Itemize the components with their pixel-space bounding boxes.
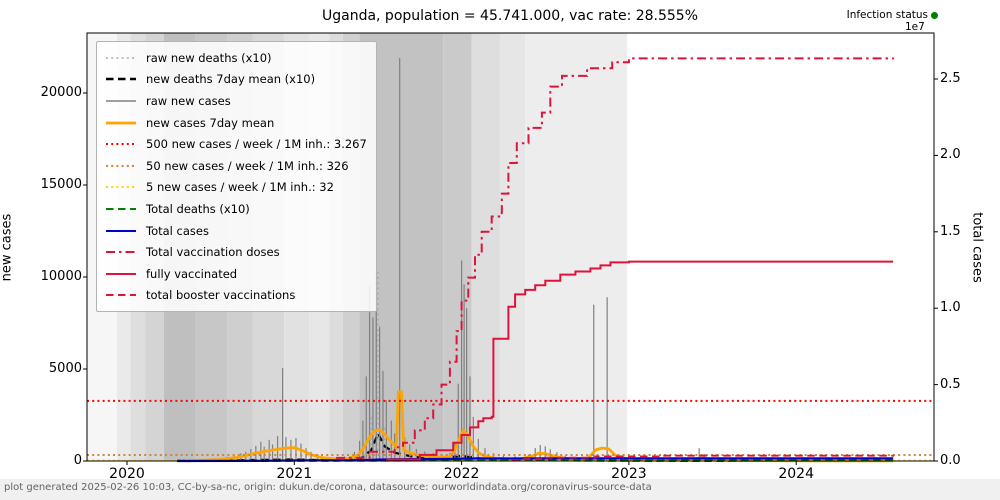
left-tick-label: 10000	[40, 269, 82, 284]
legend-item-label: raw new deaths (x10)	[146, 50, 272, 65]
status-band	[525, 33, 628, 461]
legend-item-label: Total deaths (x10)	[146, 201, 250, 216]
legend-line-sample-icon	[106, 164, 136, 167]
status-band	[443, 33, 472, 461]
right-tick-label: 2.0	[940, 147, 961, 163]
status-band	[471, 33, 501, 461]
infection-status-label: Infection status	[846, 9, 928, 21]
legend-line-sample-icon	[106, 78, 136, 81]
infection-status-dot-icon	[931, 11, 938, 19]
right-axis-multiplier: 1e7	[905, 21, 925, 33]
right-tick-label: 2.5	[940, 71, 961, 86]
x-tick-label: 2022	[443, 466, 480, 482]
chart-title: Uganda, population = 45.741.000, vac rat…	[321, 8, 699, 24]
right-tick-label: 0.5	[940, 376, 961, 392]
series-total-booster	[511, 454, 895, 462]
footer-credit-text: plot generated 2025-02-26 10:03, CC-by-s…	[4, 482, 652, 493]
legend-item-label: Total cases	[146, 223, 209, 238]
legend-item-label: new deaths 7day mean (x10)	[146, 72, 316, 87]
legend-item: new deaths 7day mean (x10)	[105, 69, 367, 91]
legend-line-sample-icon	[106, 56, 136, 59]
x-tick-label: 2021	[276, 466, 313, 482]
left-tick-label: 0	[73, 453, 82, 468]
legend-item: Total cases	[105, 220, 367, 242]
right-tick-label: 0.0	[940, 453, 961, 468]
legend-item: Total vaccination doses	[105, 241, 367, 263]
infection-status-indicator: Infection status	[847, 9, 938, 21]
legend: raw new deaths (x10) new deaths 7day mean…	[96, 41, 377, 313]
legend-line-sample-icon	[106, 229, 136, 232]
legend-item: fully vaccinated	[105, 263, 367, 285]
legend-line-sample-icon	[106, 186, 136, 189]
legend-item-label: 5 new cases / week / 1M inh.: 32	[146, 180, 334, 195]
legend-line-sample-icon	[106, 121, 136, 124]
legend-line-sample-icon	[106, 207, 136, 210]
legend-item: raw new cases	[105, 90, 367, 112]
legend-item: 50 new cases / week / 1M inh.: 326	[105, 155, 367, 177]
plot-border	[86, 32, 935, 462]
x-tick-label: 2023	[611, 466, 647, 482]
legend-item-label: fully vaccinated	[146, 266, 238, 281]
legend-line-sample-icon	[106, 272, 136, 275]
footer-bar: plot generated 2025-02-26 10:03, CC-by-s…	[0, 479, 1000, 500]
legend-item: new cases 7day mean	[105, 112, 367, 134]
left-axis-label: new cases	[0, 213, 15, 282]
x-tick-label: 2024	[778, 466, 815, 482]
legend-item-label: 50 new cases / week / 1M inh.: 326	[146, 158, 349, 173]
right-tick-label: 1.0	[940, 300, 961, 316]
series-total-deaths	[177, 459, 894, 462]
right-tick-label: 1.5	[940, 223, 961, 239]
legend-item-label: raw new cases	[146, 93, 231, 108]
legend-line-sample-icon	[106, 100, 136, 102]
legend-item: total booster vaccinations	[105, 285, 367, 307]
x-tick-label: 2020	[109, 466, 145, 482]
left-tick-label: 5000	[48, 361, 82, 376]
series-fully-vaccinated	[386, 260, 894, 461]
series-new-cases-mean	[185, 390, 894, 463]
legend-item: 5 new cases / week / 1M inh.: 32	[105, 177, 367, 199]
status-band	[500, 33, 526, 461]
legend-item: Total deaths (x10)	[105, 198, 367, 220]
status-band	[627, 33, 934, 461]
legend-item-label: new cases 7day mean	[146, 115, 275, 130]
legend-item-label: Total vaccination doses	[146, 245, 280, 260]
legend-item: 500 new cases / week / 1M inh.: 3.267	[105, 133, 367, 155]
left-tick-label: 20000	[40, 85, 82, 100]
legend-item: raw new deaths (x10)	[105, 47, 367, 69]
legend-line-sample-icon	[106, 143, 136, 146]
legend-item-label: total booster vaccinations	[146, 288, 296, 303]
right-axis-label: total cases	[969, 212, 985, 283]
legend-item-label: 500 new cases / week / 1M inh.: 3.267	[146, 137, 367, 152]
left-tick-label: 15000	[40, 177, 82, 192]
legend-line-sample-icon	[106, 294, 136, 297]
legend-line-sample-icon	[106, 251, 136, 254]
